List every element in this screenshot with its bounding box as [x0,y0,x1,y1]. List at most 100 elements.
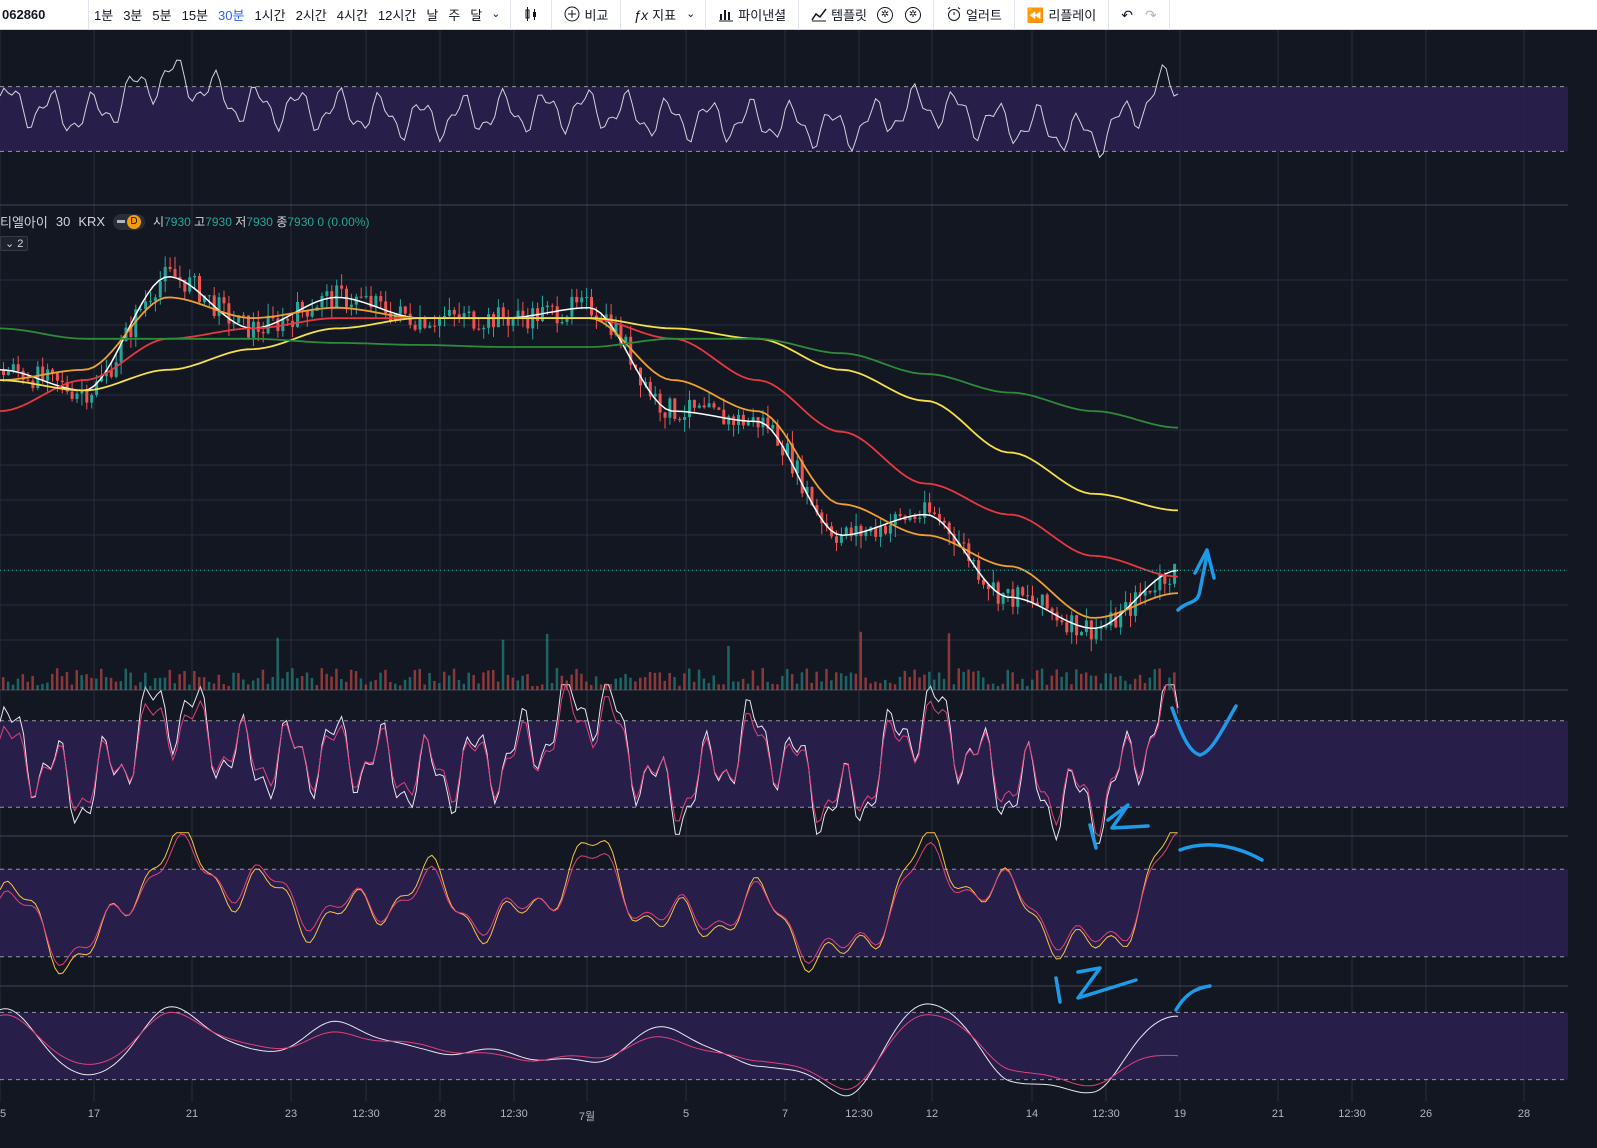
candle-body [859,525,863,537]
volume-bar [55,668,59,690]
interval-9[interactable]: 날 [426,8,439,23]
x-axis-label: 23 [284,1108,298,1120]
candle-body [168,266,172,270]
candle-body [1089,620,1093,640]
alert-button[interactable]: 얼러트 [940,5,1008,24]
volume-bar [95,678,98,690]
templates-button[interactable]: 템플릿 ✲ ✲ [805,5,927,24]
candle-body [972,560,976,562]
candle-body [776,425,780,446]
candle-body [521,310,525,318]
volume-bar [599,684,603,690]
volume-bar [359,678,363,690]
volume-bar [413,670,417,690]
candle-body [825,522,829,527]
candle-body [663,412,667,418]
interval-3[interactable]: 15분 [181,8,209,23]
interval-4[interactable]: 30분 [218,8,245,23]
volume-bar [717,684,720,690]
volume-bar [418,668,421,690]
volume-bar [1055,669,1058,690]
candle-body [614,323,618,336]
candle-body [501,307,505,319]
candle-body [433,325,437,327]
interval-2[interactable]: 5분 [152,8,172,23]
candle-body [707,403,711,408]
interval-0[interactable]: 1분 [94,8,114,23]
candle-body [702,405,706,408]
volume-bar [134,685,137,690]
volume-bar [1158,668,1161,690]
volume-bar [746,683,750,690]
volume-bar [158,677,162,690]
candle-body [418,317,422,330]
chevron-down-icon[interactable]: ⌄ [491,8,501,20]
candle-body [888,524,892,534]
alert-label: 얼러트 [966,8,1002,23]
candle-body [261,331,265,334]
star-circle-icon[interactable]: ✲ [877,6,894,23]
candle-body [247,315,250,338]
annotation-curve-1 [1178,843,1264,862]
chevron-down-icon[interactable]: ⌄ [686,8,696,20]
chart-type-button[interactable] [517,6,545,24]
volume-bar [585,681,588,690]
star-circle-icon[interactable]: ✲ [905,6,922,23]
volume-bar [325,673,328,690]
volume-bar [163,677,167,690]
stoch-fast-d [0,683,1179,838]
volume-bar [1133,678,1137,690]
interval-8[interactable]: 12시간 [377,8,417,23]
volume-bar [251,680,255,690]
chart-canvas[interactable] [0,30,1597,1148]
candle-body [1031,595,1034,603]
candle-body [937,513,941,521]
interval-11[interactable]: 달 [470,8,483,23]
volume-bar [947,633,951,690]
volume-bar [634,681,637,690]
candle-body [1119,610,1123,628]
candle-body [183,279,187,292]
market-status-badge[interactable]: D [113,213,146,230]
interval-6[interactable]: 2시간 [295,8,327,23]
volume-bar [972,671,975,690]
annotation-stroke-3 [1054,976,1062,1004]
candle-body [70,391,74,399]
indicator-collapse-button[interactable]: ⌄ 2 [0,236,29,251]
volume-bar [222,684,225,690]
volume-bar [384,669,387,690]
undo-button[interactable]: ↶ [1115,8,1139,22]
volume-bar [114,681,118,690]
candle-body [462,313,466,319]
symbol-search[interactable]: 062860 [0,0,89,30]
x-axis-label: 26 [1419,1108,1433,1120]
interval-1[interactable]: 3분 [123,8,143,23]
volume-bar [1065,672,1068,690]
interval-10[interactable]: 주 [448,8,461,23]
volume-bar [501,639,505,690]
candle-body [256,321,260,332]
candle-body [251,321,255,338]
volume-bar [751,670,755,690]
volume-bar [864,677,867,690]
volume-bar [398,685,402,690]
toolbar-divider [933,0,935,30]
indicators-button[interactable]: ƒx 지표 [627,5,682,24]
interval-7[interactable]: 4시간 [336,8,368,23]
volume-bar [364,684,368,690]
compare-button[interactable]: 비교 [558,5,614,24]
financials-label: 파이낸셜 [738,8,787,23]
candle-body [487,314,491,328]
volume-bar [839,673,843,690]
candle-body [75,393,79,399]
volume-bar [928,671,931,690]
volume-bar [923,674,926,690]
candle-body [1153,590,1157,593]
financials-button[interactable]: 파이낸셜 [712,5,792,24]
stoch-mid-d [0,832,1179,966]
candle-body [590,297,593,316]
interval-5[interactable]: 1시간 [254,8,286,23]
candle-body [178,277,182,280]
replay-button[interactable]: ⏪ 리플레이 [1021,5,1102,24]
redo-button[interactable]: ↷ [1139,8,1163,22]
